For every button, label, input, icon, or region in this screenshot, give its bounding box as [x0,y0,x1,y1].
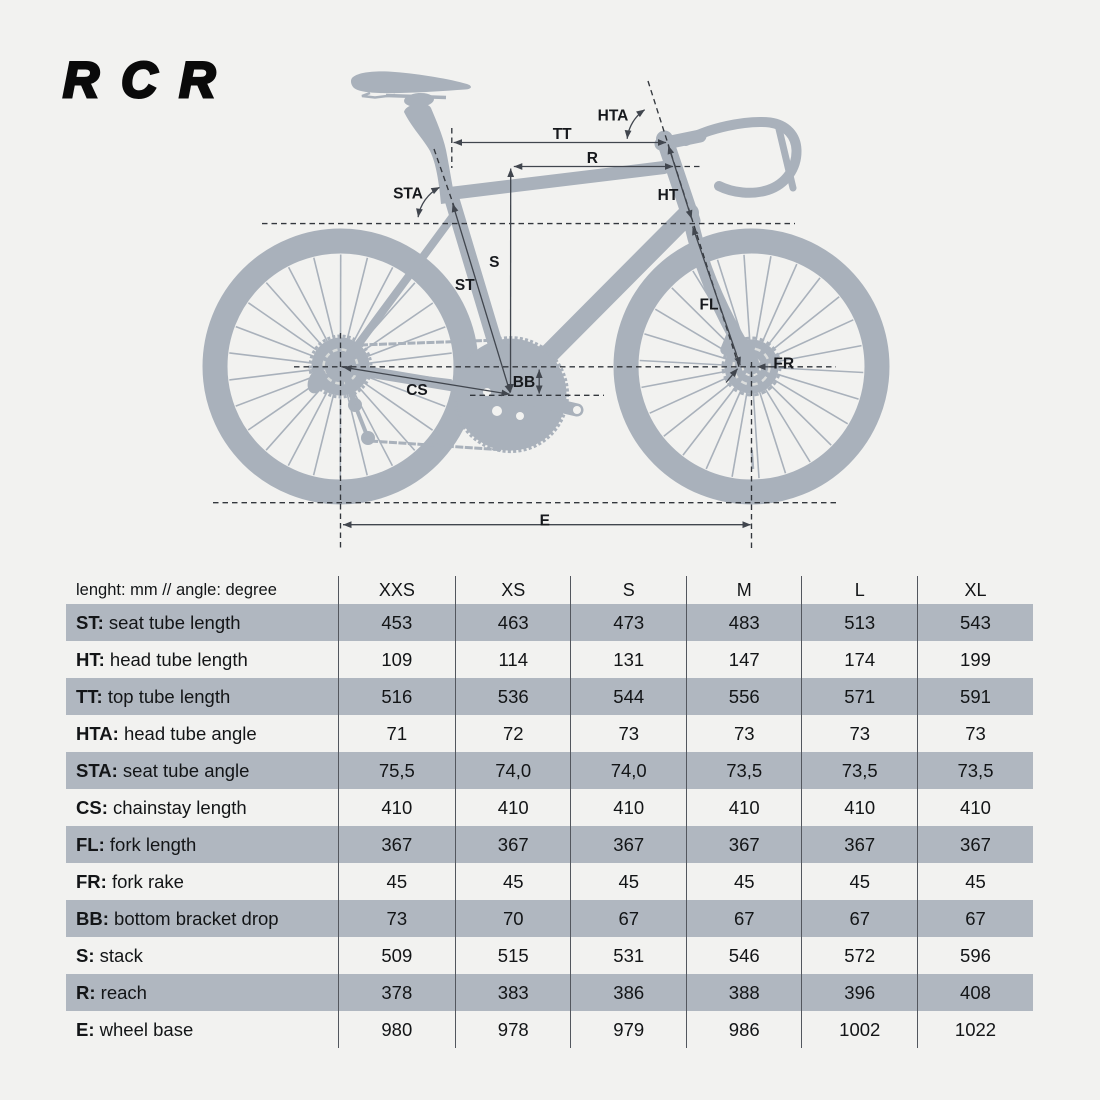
svg-text:CS: CS [406,382,428,399]
svg-text:R: R [587,150,598,167]
svg-text:HTA: HTA [598,108,629,125]
svg-text:FL: FL [700,297,719,314]
svg-text:S: S [489,254,499,271]
svg-text:TT: TT [553,126,572,143]
svg-text:FR: FR [773,355,794,372]
svg-text:BB: BB [513,374,535,391]
svg-text:E: E [540,512,550,529]
svg-text:HT: HT [658,187,679,204]
svg-text:STA: STA [393,186,423,203]
svg-text:ST: ST [455,277,475,294]
